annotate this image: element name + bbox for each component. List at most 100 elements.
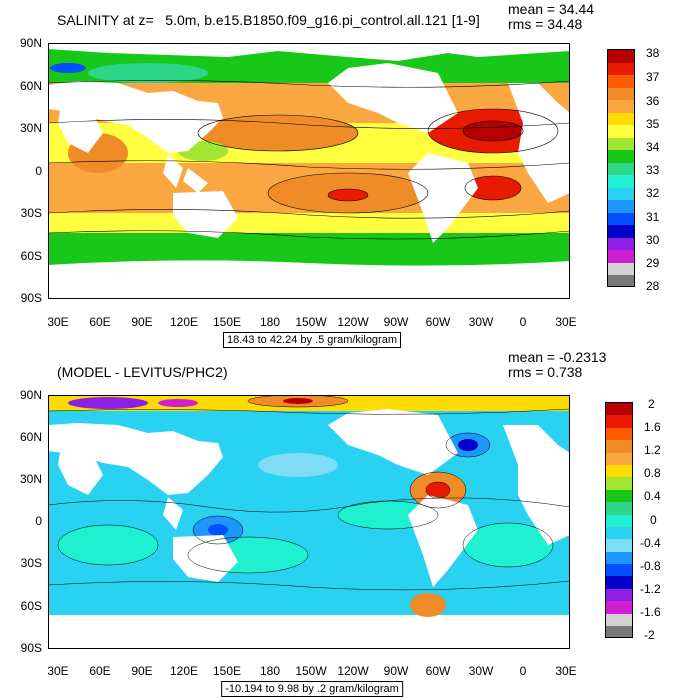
map-frame: [48, 43, 570, 299]
colorbar-swatch: [608, 212, 634, 225]
colorbar-swatch: [606, 452, 632, 465]
colorbar-swatch: [606, 440, 632, 453]
colorbar-label: 32: [646, 186, 660, 200]
colorbar-label: -1.6: [640, 605, 661, 619]
colorbar-label: 0.4: [644, 489, 661, 503]
lon-label: 60W: [425, 315, 451, 329]
lat-label: 30S: [20, 206, 42, 220]
colorbar-swatch: [608, 225, 634, 238]
colorbar-swatch: [606, 514, 632, 527]
lat-label: 0: [35, 514, 42, 528]
lon-label: 0: [519, 664, 527, 678]
lon-label: 90W: [383, 315, 409, 329]
lon-label: 150W: [295, 664, 327, 678]
colorbar-label: 38: [646, 46, 660, 60]
colorbar-swatch: [608, 75, 634, 88]
rms-value: rms = 34.48: [508, 16, 583, 32]
difference-map: [48, 395, 570, 649]
colorbar-label: -0.8: [640, 559, 661, 573]
colorbar-label: -0.4: [640, 536, 661, 550]
rms-value: rms = 0.738: [508, 364, 583, 380]
colorbar-swatch: [608, 50, 634, 63]
lat-label: 90S: [20, 291, 42, 305]
contour-info-box: 18.43 to 42.24 by .5 gram/kilogram: [223, 332, 401, 348]
colorbar-swatch: [606, 489, 632, 503]
panel-title: SALINITY at z= 5.0m, b.e15.B1850.f09_g16…: [57, 12, 480, 28]
colorbar-label: 28: [646, 279, 660, 293]
mean-value: mean = 34.44: [508, 1, 595, 17]
colorbar-swatch: [606, 477, 632, 490]
colorbar-label: 33: [646, 163, 660, 177]
lat-label: 30S: [20, 556, 42, 570]
lon-label: 30E: [47, 315, 69, 329]
map-frame: [48, 395, 570, 649]
colorbar-swatch: [608, 162, 634, 175]
lon-label: 120E: [169, 664, 199, 678]
colorbar-swatch: [606, 551, 632, 565]
colorbar-swatch: [608, 200, 634, 213]
lat-label: 30N: [19, 121, 42, 135]
colorbar: [605, 402, 633, 638]
lat-label: 60S: [20, 599, 42, 613]
colorbar-swatch: [606, 539, 632, 552]
lon-label: 180: [259, 315, 281, 329]
colorbar-swatch: [608, 150, 634, 163]
colorbar-swatch: [608, 237, 634, 250]
colorbar-swatch: [608, 87, 634, 100]
colorbar-label: 0.8: [644, 466, 661, 480]
colorbar-label: 1.2: [644, 443, 661, 457]
lon-label: 60W: [425, 664, 451, 678]
colorbar-swatch: [608, 275, 634, 286]
salinity-map: [48, 43, 570, 299]
colorbar-swatch: [606, 526, 632, 540]
colorbar-swatch: [606, 464, 632, 478]
difference-panel: (MODEL - LEVITUS/PHC2) mean = -0.2313 rm…: [0, 350, 700, 700]
lon-label: 30W: [468, 664, 494, 678]
colorbar-label: 34: [646, 140, 660, 154]
colorbar-swatch: [606, 626, 632, 638]
colorbar-swatch: [608, 125, 634, 138]
lat-label: 90N: [19, 388, 42, 402]
colorbar-swatch: [606, 613, 632, 627]
colorbar-label: -1.2: [640, 582, 661, 596]
lon-label: 150E: [212, 315, 242, 329]
contour-info-box: -10.194 to 9.98 by .2 gram/kilogram: [221, 681, 403, 697]
colorbar-swatch: [606, 427, 632, 441]
salinity-panel: SALINITY at z= 5.0m, b.e15.B1850.f09_g16…: [19, 1, 660, 348]
colorbar-swatch: [608, 112, 634, 125]
panel-title: (MODEL - LEVITUS/PHC2): [57, 364, 228, 380]
lon-label: 120E: [169, 315, 199, 329]
lon-label: 150E: [212, 664, 242, 678]
lat-label: 90S: [20, 641, 42, 655]
colorbar-label: 36: [646, 94, 660, 108]
colorbar-label: 0: [650, 513, 657, 527]
lon-label: 120W: [337, 315, 369, 329]
lat-label: 60N: [19, 430, 42, 444]
colorbar-swatch: [606, 588, 632, 602]
lon-label: 90E: [131, 315, 153, 329]
colorbar-swatch: [608, 250, 634, 263]
colorbar-label: 30: [646, 233, 660, 247]
lon-label: 30E: [555, 315, 577, 329]
colorbar-swatch: [606, 502, 632, 515]
colorbar-label: 37: [646, 70, 660, 84]
lat-label: 60N: [19, 79, 42, 93]
lon-label: 150W: [295, 315, 327, 329]
lon-label: 0: [519, 315, 527, 329]
lon-label: 120W: [337, 664, 369, 678]
colorbar-label: -2: [644, 628, 655, 642]
colorbar-swatch: [608, 187, 634, 200]
colorbar-swatch: [606, 415, 632, 428]
lon-label: 90W: [383, 664, 409, 678]
lon-label: 30E: [555, 664, 577, 678]
colorbar-swatch: [606, 403, 632, 416]
mean-value: mean = -0.2313: [508, 349, 607, 365]
colorbar-label: 1.6: [644, 420, 661, 434]
lon-label: 30E: [47, 664, 69, 678]
lon-label: 30W: [468, 315, 494, 329]
lon-label: 60E: [89, 315, 111, 329]
lat-label: 30N: [19, 472, 42, 486]
colorbar-label: 2: [648, 397, 655, 411]
lon-label: 180: [259, 664, 281, 678]
lat-label: 60S: [20, 249, 42, 263]
